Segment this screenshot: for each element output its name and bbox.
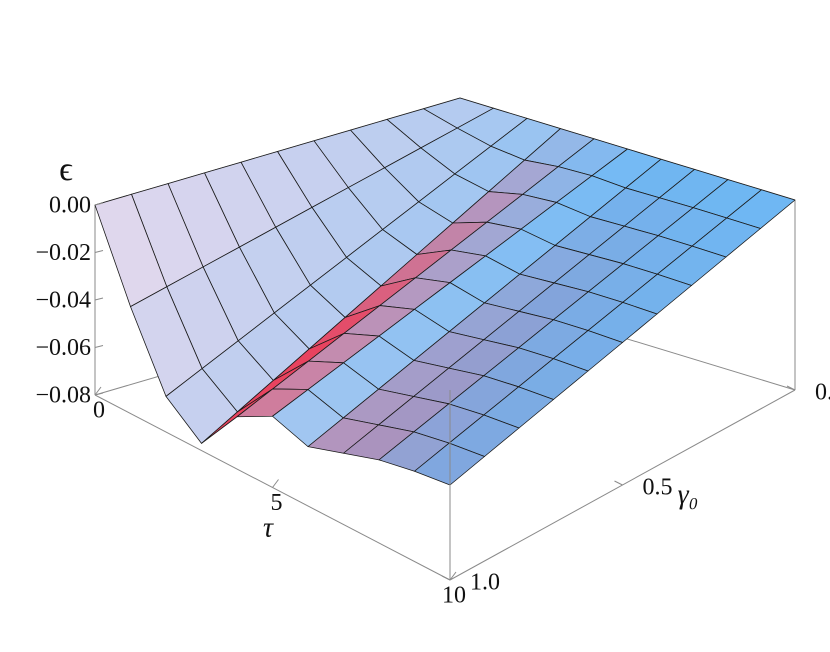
z-axis-label: ϵ xyxy=(59,151,73,188)
z-tick-label: −0.04 xyxy=(35,288,91,314)
y-tick-label: 0.0 xyxy=(815,380,830,406)
z-tick xyxy=(94,392,104,396)
x-axis-label: τ xyxy=(263,512,274,543)
y-tick xyxy=(441,575,451,581)
x-tick xyxy=(272,479,279,488)
y-tick-label: 0.5 xyxy=(643,475,673,501)
z-tick xyxy=(94,345,104,348)
x-tick-label: 10 xyxy=(442,583,466,609)
z-tick xyxy=(94,202,104,206)
x-tick-label: 5 xyxy=(271,490,283,516)
y-axis-label: γ₀ xyxy=(678,479,699,510)
x-tick xyxy=(94,386,102,396)
y-tick-label: 1.0 xyxy=(470,570,500,596)
z-tick-label: 0.00 xyxy=(49,193,91,219)
y-tick xyxy=(614,480,623,486)
z-tick-label: −0.02 xyxy=(35,240,91,266)
z-tick-label: −0.06 xyxy=(35,335,91,361)
x-tick-label: 0 xyxy=(93,398,105,424)
x-tick xyxy=(449,571,457,581)
y-tick xyxy=(786,385,796,391)
z-tick xyxy=(94,297,104,301)
surface xyxy=(94,97,796,486)
z-tick xyxy=(94,250,104,253)
z-tick-label: −0.08 xyxy=(35,383,91,409)
